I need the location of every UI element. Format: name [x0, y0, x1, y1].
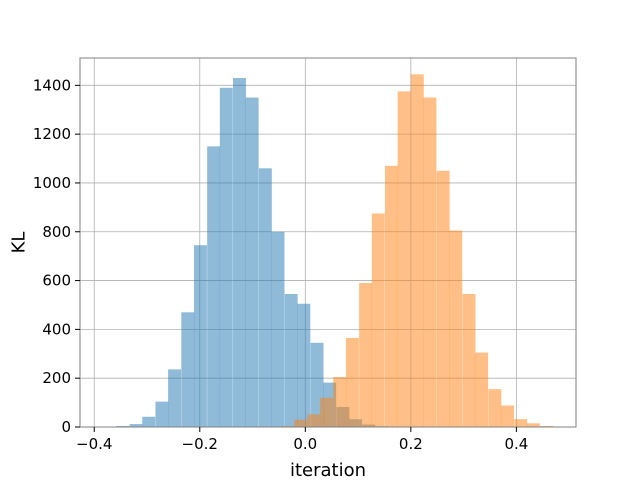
x-tick-label: 0.0 — [293, 435, 317, 453]
y-tick-label: 600 — [42, 272, 71, 290]
x-tick-label: 0.4 — [504, 435, 528, 453]
histogram-bar — [207, 146, 220, 427]
histogram-bar — [398, 91, 411, 427]
y-tick-label: 1200 — [33, 125, 71, 143]
histogram-bar — [385, 166, 398, 427]
histogram-bar — [155, 402, 168, 427]
histogram-bar — [272, 232, 285, 427]
histogram-bar — [285, 294, 298, 427]
histogram-bar — [424, 98, 437, 427]
histogram-bar — [233, 78, 246, 427]
histogram-bar — [411, 74, 424, 427]
histogram-bar — [346, 338, 359, 427]
histogram-bar — [501, 406, 514, 427]
x-axis-label: iteration — [290, 460, 366, 480]
histogram-bar — [246, 98, 259, 427]
histogram-bar — [297, 304, 310, 427]
y-tick-label: 0 — [61, 418, 71, 436]
histogram-bar — [259, 168, 272, 427]
histogram-bar — [294, 420, 307, 427]
histogram-bar — [168, 369, 181, 427]
x-tick-label: −0.2 — [182, 435, 218, 453]
y-axis-label: KL — [8, 232, 29, 254]
y-tick-label: 1000 — [33, 174, 71, 192]
x-tick-label: −0.4 — [76, 435, 112, 453]
histogram-bar — [333, 377, 346, 427]
histogram-bar — [475, 353, 488, 427]
histogram-bar — [488, 389, 501, 427]
y-tick-label: 200 — [42, 369, 71, 387]
histogram-bar — [372, 213, 385, 427]
histogram-bar — [307, 414, 320, 427]
histogram-bar — [181, 312, 194, 427]
histogram-bar — [527, 423, 540, 427]
histogram-bar — [194, 245, 207, 427]
histogram-bar — [463, 294, 476, 427]
histogram-bar — [359, 283, 372, 427]
y-tick-label: 1400 — [33, 76, 71, 94]
histogram-bar — [437, 171, 450, 427]
histogram-bar — [220, 88, 233, 427]
y-tick-label: 400 — [42, 320, 71, 338]
histogram-bar — [142, 417, 155, 427]
y-tick-label: 800 — [42, 223, 71, 241]
histogram-bar — [514, 419, 527, 427]
x-tick-label: 0.2 — [399, 435, 423, 453]
histogram-bar — [320, 398, 333, 427]
plot-area — [80, 58, 576, 427]
histogram-bar — [449, 231, 462, 427]
